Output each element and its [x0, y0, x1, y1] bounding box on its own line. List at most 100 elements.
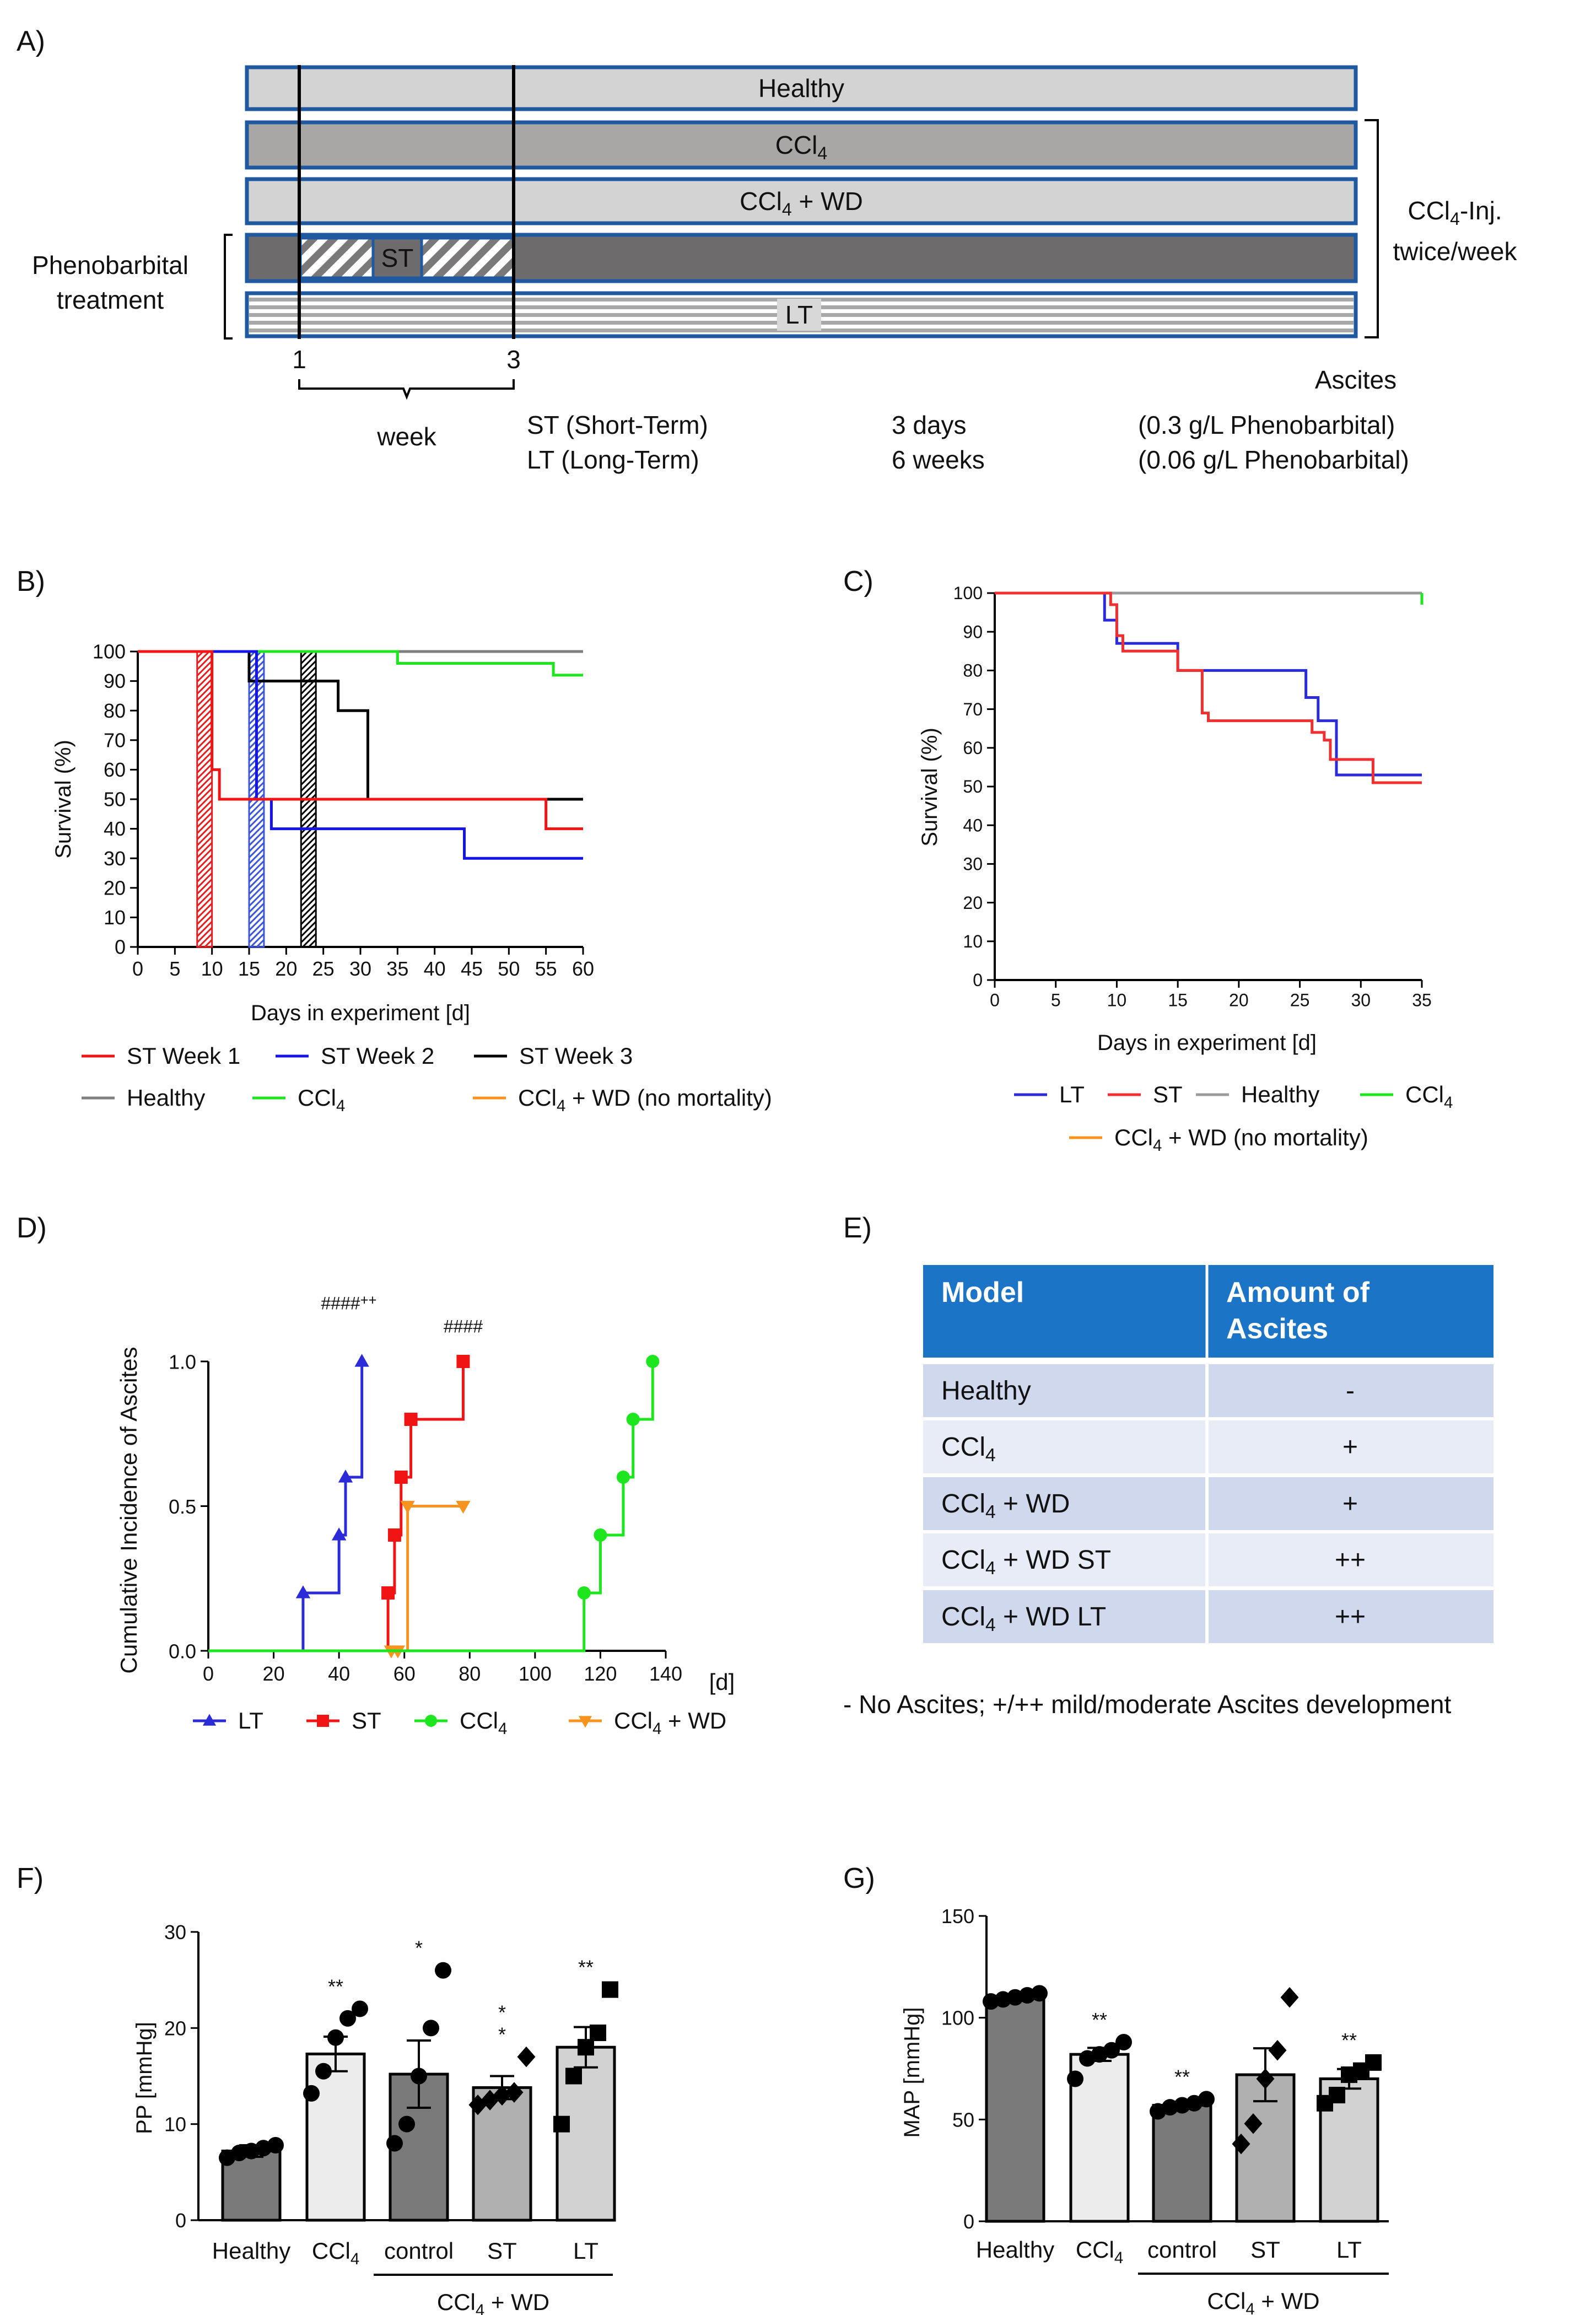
legend-label: CCl4 + WD (no mortality) — [518, 1085, 772, 1115]
hatch-line — [249, 860, 264, 876]
table-cell-amount: ++ — [1335, 1546, 1366, 1575]
y-tick-label: 80 — [104, 699, 126, 722]
x-tick-label: 140 — [649, 1662, 682, 1685]
hatch-line — [301, 823, 316, 840]
x-tick-label: 0 — [132, 957, 143, 980]
legend-marker — [317, 1715, 329, 1727]
hatch-line — [301, 652, 315, 664]
hatch-line — [197, 739, 212, 755]
table-row-amount-cell — [1209, 1533, 1493, 1586]
legend-marker — [578, 1716, 592, 1728]
y-tick-label: 50 — [104, 788, 126, 811]
hatch-line — [197, 690, 212, 707]
hatch-line — [301, 769, 316, 785]
hatch-line — [197, 908, 212, 925]
group-label: CCl4 + WD — [437, 2289, 549, 2315]
hatch-line — [301, 714, 316, 731]
hatch-line — [301, 726, 316, 743]
hatch-line — [301, 720, 316, 737]
panel-c-survival-chart: C) 0 10 20 30 40 50 60 70 80 90 100 0 5 10 15 20 25 30 35 D… — [843, 566, 1453, 1155]
category-label: control — [384, 2238, 454, 2264]
category-label: ST — [1250, 2237, 1280, 2263]
data-point — [590, 2025, 606, 2042]
data-point — [456, 1500, 471, 1514]
y-axis-label: Survival (%) — [918, 728, 942, 847]
hatch-line — [301, 884, 316, 901]
series-line-st-week-3 — [138, 650, 583, 801]
x-tick-label: 25 — [1290, 990, 1310, 1010]
significance-mark: ** — [328, 1975, 343, 1998]
hatch-line — [197, 631, 212, 645]
legend-label: CCl4 + WD — [614, 1708, 726, 1738]
data-point — [381, 1586, 395, 1600]
hatch-line — [197, 660, 212, 676]
panel-d-ascites-chart: D) 0.0 0.5 1.0 0 20 40 60 80 100 120 140 [d] Cumulat… — [17, 1212, 735, 1738]
hatched-period-border — [196, 650, 213, 948]
hatch-line — [301, 654, 316, 670]
data-point — [1329, 2087, 1345, 2104]
hatch-line — [197, 775, 212, 792]
table-row-model-cell — [923, 1477, 1205, 1530]
hatch-line — [249, 872, 264, 889]
series-line-lt — [208, 1361, 364, 1652]
hatch-line — [197, 726, 212, 743]
x-tick-label: 120 — [584, 1662, 617, 1685]
y-tick-label: 40 — [963, 815, 983, 835]
hatch-line — [249, 817, 264, 834]
injection-bracket — [1365, 119, 1379, 338]
hatch-line — [301, 666, 316, 682]
legend-label: CCl4 + WD (no mortality) — [1114, 1124, 1368, 1155]
x-tick-label: 55 — [535, 957, 557, 980]
hatch-line — [301, 902, 316, 919]
hatch-line — [197, 672, 212, 688]
x-tick-label: 0 — [990, 990, 1000, 1010]
timeline-row-label-1: CCl4 — [775, 131, 828, 163]
hatch-line — [197, 684, 212, 701]
st-dose: (0.3 g/L Phenobarbital) — [1138, 411, 1395, 439]
hatch-line — [197, 720, 212, 737]
hatch-line — [301, 860, 316, 876]
panel-d-label: D) — [17, 1212, 47, 1244]
hatch-line — [301, 848, 316, 864]
data-point — [331, 1527, 347, 1541]
x-axis-label: [d] — [709, 1669, 735, 1695]
hatch-line — [197, 811, 212, 828]
legend-marker — [425, 1715, 437, 1727]
category-label: CCl4 — [1076, 2237, 1123, 2267]
timeline-row-0 — [245, 65, 1358, 111]
hatch-line — [301, 805, 316, 822]
y-tick-label: 60 — [104, 758, 126, 781]
data-point — [267, 2137, 284, 2154]
data-point — [1232, 2133, 1250, 2155]
data-point — [517, 2046, 536, 2068]
y-tick-label: 150 — [941, 1905, 974, 1928]
data-point — [387, 1528, 401, 1542]
table-footnote: - No Ascites; +/++ mild/moderate Ascites… — [843, 1690, 1451, 1719]
hatch-line — [301, 817, 316, 834]
week-tick-3: 3 — [506, 345, 521, 374]
hatch-line — [197, 854, 212, 870]
hatch-line — [301, 878, 316, 895]
hatch-line — [301, 763, 316, 779]
data-point — [577, 1586, 591, 1600]
x-tick-label: 100 — [519, 1662, 552, 1685]
hatch-line — [301, 751, 316, 767]
panel-b-survival-chart: B) 0 10 20 30 40 50 60 70 80 90 100 0 5 10 15 20 25 30 35 4… — [17, 566, 772, 1115]
category-label: LT — [573, 2238, 598, 2264]
group-label: CCl4 + WD — [1207, 2288, 1319, 2315]
ascites-label: Ascites — [1315, 365, 1396, 394]
hatch-line — [301, 775, 316, 792]
hatch-line — [249, 631, 264, 645]
series-line-st-week-1 — [138, 650, 583, 831]
hatch-line — [197, 763, 212, 779]
hatch-line — [249, 927, 264, 943]
st-row-label: ST — [381, 244, 414, 272]
hatch-line — [301, 854, 316, 870]
x-tick-label: 40 — [328, 1662, 350, 1685]
table-cell-model: CCl4 + WD LT — [941, 1602, 1106, 1635]
panel-g-map-bar-chart: G) 0 50 100 150 MAP [mmHg] Healthy ** CCl4 ** con… — [843, 1862, 1389, 2315]
data-point — [1256, 2068, 1275, 2090]
hatch-line — [249, 830, 264, 846]
bar-ccl4 — [305, 2052, 366, 2222]
table-row-amount-cell — [1209, 1590, 1493, 1643]
